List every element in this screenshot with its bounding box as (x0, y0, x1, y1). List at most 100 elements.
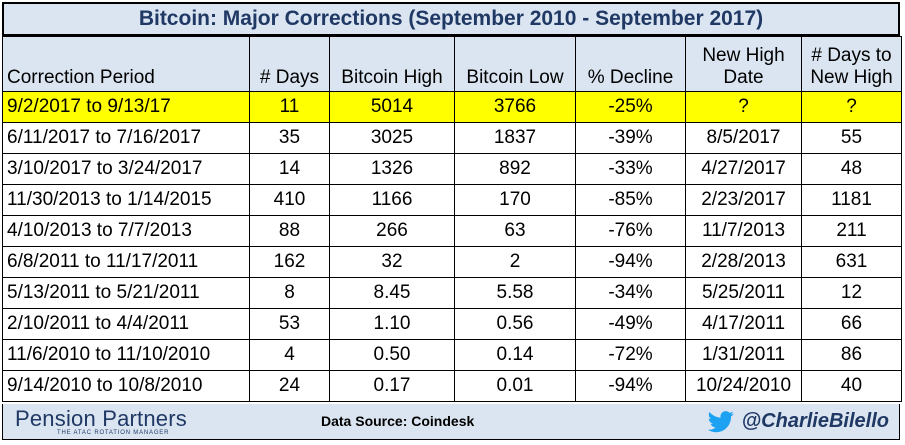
cell-days-to-new-high: 48 (801, 153, 902, 185)
cell-period: 4/10/2013 to 7/7/2013 (2, 215, 250, 247)
cell-high: 0.50 (329, 339, 455, 371)
cell-days-to-new-high: 40 (801, 370, 902, 402)
header-days-to-new-high: # Days to New High (801, 36, 902, 92)
header-decline: % Decline (575, 36, 686, 92)
cell-period: 3/10/2017 to 3/24/2017 (2, 153, 250, 185)
cell-days-to-new-high: ? (801, 91, 902, 123)
data-source: Data Source: Coindesk (321, 413, 475, 429)
cell-days-to-new-high: 631 (801, 246, 902, 278)
cell-decline: -72% (575, 339, 686, 371)
cell-low: 2 (454, 246, 576, 278)
cell-low: 0.01 (454, 370, 576, 402)
cell-days-to-new-high: 55 (801, 122, 902, 154)
table-row: 4/10/2013 to 7/7/2013 88 266 63 -76% 11/7/201… (2, 215, 902, 247)
cell-low: 63 (454, 215, 576, 247)
table-row: 9/2/2017 to 9/13/17 11 5014 3766 -25%?? (2, 91, 902, 123)
cell-high: 1326 (329, 153, 455, 185)
corrections-table: Correction Period # Days Bitcoin High Bi… (2, 36, 902, 402)
cell-period: 6/11/2017 to 7/16/2017 (2, 122, 250, 154)
cell-decline: -39% (575, 122, 686, 154)
table-row: 9/14/2010 to 10/8/2010 24 0.17 0.01 -94% 10/2… (2, 370, 902, 402)
cell-decline: -25% (575, 91, 686, 123)
cell-decline: -34% (575, 277, 686, 309)
cell-new-high-date: 2/23/2017 (685, 184, 802, 216)
cell-days: 53 (249, 308, 330, 340)
header-days-to-new-high-line1: # Days to (811, 45, 892, 66)
footer: Pension Partners THE ATAC ROTATION MANAG… (2, 404, 900, 440)
cell-decline: -94% (575, 246, 686, 278)
cell-new-high-date: 8/5/2017 (685, 122, 802, 154)
cell-days: 35 (249, 122, 330, 154)
cell-days: 88 (249, 215, 330, 247)
table-row: 11/6/2010 to 11/10/2010 4 0.50 0.14 -72% 1/31… (2, 339, 902, 371)
cell-high: 32 (329, 246, 455, 278)
header-bitcoin-high: Bitcoin High (329, 36, 455, 92)
table-row: 6/8/2011 to 11/17/2011 162 32 2 -94% 2/28/201… (2, 246, 902, 278)
header-days: # Days (249, 36, 330, 92)
cell-days: 4 (249, 339, 330, 371)
cell-high: 3025 (329, 122, 455, 154)
cell-decline: -76% (575, 215, 686, 247)
header-days-to-new-high-line2: New High (810, 67, 893, 88)
cell-low: 170 (454, 184, 576, 216)
cell-high: 266 (329, 215, 455, 247)
cell-period: 11/6/2010 to 11/10/2010 (2, 339, 250, 371)
pension-partners-logo: Pension Partners THE ATAC ROTATION MANAG… (15, 406, 187, 436)
cell-days-to-new-high: 1181 (801, 184, 902, 216)
logo-text: Pension Partners (15, 406, 187, 431)
cell-days-to-new-high: 66 (801, 308, 902, 340)
handle-text: @CharlieBilello (741, 410, 889, 432)
cell-high: 1166 (329, 184, 455, 216)
cell-new-high-date: 5/25/2011 (685, 277, 802, 309)
cell-period: 2/10/2011 to 4/4/2011 (2, 308, 250, 340)
table-row: 5/13/2011 to 5/21/2011 8 8.45 5.58 -34% 5/25/… (2, 277, 902, 309)
cell-decline: -33% (575, 153, 686, 185)
cell-low: 0.56 (454, 308, 576, 340)
cell-days-to-new-high: 86 (801, 339, 902, 371)
header-new-high-date: New High Date (685, 36, 802, 92)
cell-days: 24 (249, 370, 330, 402)
cell-period: 9/2/2017 to 9/13/17 (2, 91, 250, 123)
table-title: Bitcoin: Major Corrections (September 20… (2, 2, 900, 36)
cell-period: 9/14/2010 to 10/8/2010 (2, 370, 250, 402)
cell-high: 8.45 (329, 277, 455, 309)
header-new-high-date-line2: Date (723, 67, 764, 88)
cell-low: 5.58 (454, 277, 576, 309)
cell-days-to-new-high: 12 (801, 277, 902, 309)
cell-new-high-date: 1/31/2011 (685, 339, 802, 371)
table-row: 6/11/2017 to 7/16/2017 35 3025 1837 -39% 8/5/… (2, 122, 902, 154)
cell-new-high-date: 2/28/2013 (685, 246, 802, 278)
cell-new-high-date: 11/7/2013 (685, 215, 802, 247)
cell-days: 410 (249, 184, 330, 216)
cell-days: 14 (249, 153, 330, 185)
header-new-high-date-line1: New High (702, 45, 785, 66)
cell-decline: -94% (575, 370, 686, 402)
cell-decline: -85% (575, 184, 686, 216)
cell-new-high-date: 4/27/2017 (685, 153, 802, 185)
cell-new-high-date: 4/17/2011 (685, 308, 802, 340)
cell-new-high-date: 10/24/2010 (685, 370, 802, 402)
table-row: 2/10/2011 to 4/4/2011 53 1.10 0.56 -49% 4/17/… (2, 308, 902, 340)
table-row: 11/30/2013 to 1/14/2015 410 1166 170 -85% 2/2… (2, 184, 902, 216)
header-correction-period: Correction Period (2, 36, 250, 92)
cell-period: 6/8/2011 to 11/17/2011 (2, 246, 250, 278)
twitter-handle: @CharlieBilello (706, 410, 889, 433)
table-row: 3/10/2017 to 3/24/2017 14 1326 892 -33% 4/27/… (2, 153, 902, 185)
corrections-table-frame: Bitcoin: Major Corrections (September 20… (2, 2, 902, 440)
cell-new-high-date: ? (685, 91, 802, 123)
header-bitcoin-low: Bitcoin Low (454, 36, 576, 92)
cell-period: 5/13/2011 to 5/21/2011 (2, 277, 250, 309)
cell-days: 11 (249, 91, 330, 123)
twitter-bird-icon (707, 410, 734, 432)
cell-low: 1837 (454, 122, 576, 154)
cell-high: 1.10 (329, 308, 455, 340)
cell-low: 3766 (454, 91, 576, 123)
cell-days: 8 (249, 277, 330, 309)
cell-days: 162 (249, 246, 330, 278)
cell-low: 0.14 (454, 339, 576, 371)
cell-high: 5014 (329, 91, 455, 123)
header-row: Correction Period # Days Bitcoin High Bi… (2, 36, 902, 92)
logo-tagline: THE ATAC ROTATION MANAGER (57, 430, 170, 436)
cell-period: 11/30/2013 to 1/14/2015 (2, 184, 250, 216)
cell-days-to-new-high: 211 (801, 215, 902, 247)
